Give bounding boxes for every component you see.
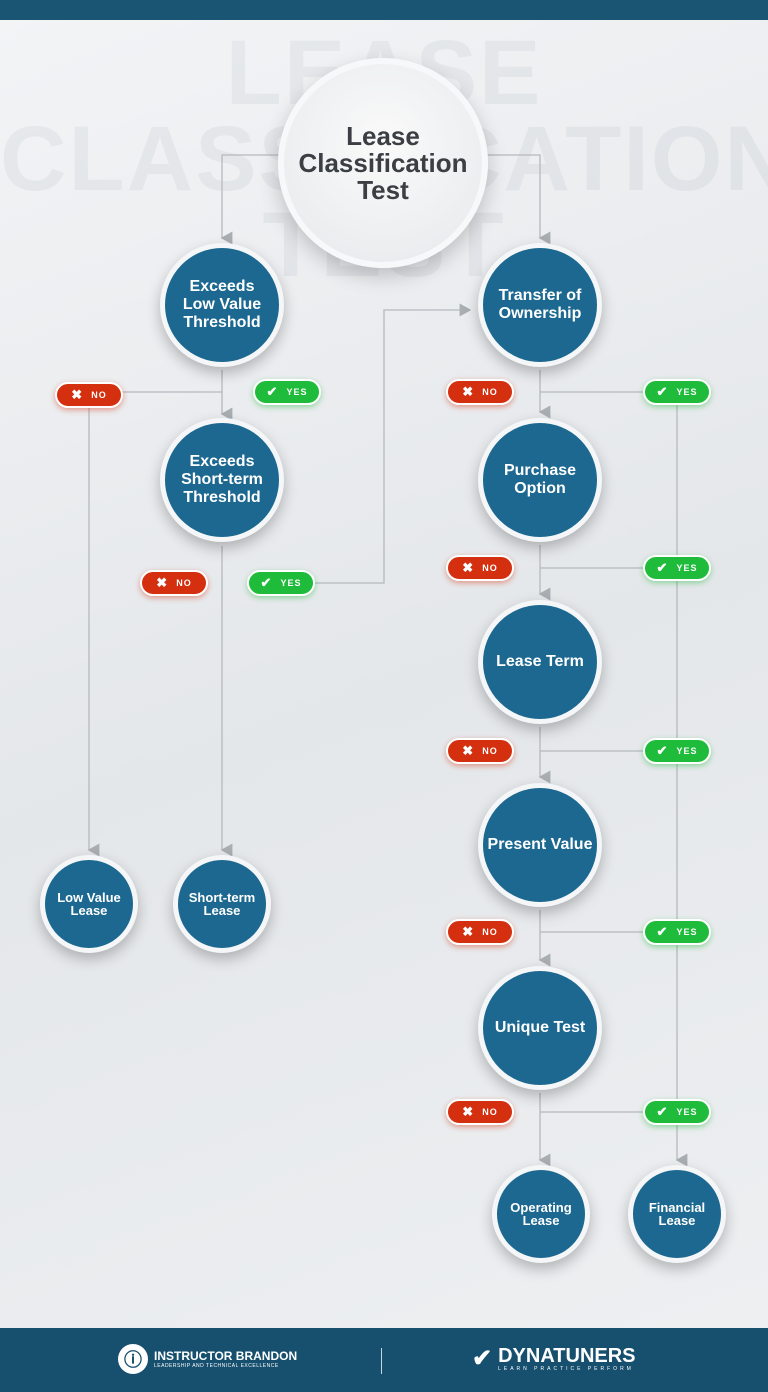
brand2-tagline: LEARN PRACTICE PERFORM xyxy=(498,1366,634,1372)
badge-label: YES xyxy=(676,1107,698,1117)
brand2-name: DYNATUNERS xyxy=(498,1345,636,1367)
check-icon: ✔ xyxy=(656,384,669,399)
x-icon: ✖ xyxy=(71,387,84,402)
brand1-tagline: LEADERSHIP AND TECHNICAL EXCELLENCE xyxy=(154,1363,279,1369)
check-icon: ✔ xyxy=(266,384,279,399)
divider xyxy=(381,1348,382,1374)
node-purchase-option: Purchase Option xyxy=(478,418,602,542)
yes-badge: ✔ YES xyxy=(643,738,711,764)
node-low-value-lease: Low Value Lease xyxy=(40,855,138,953)
footer: ⓘ INSTRUCTOR BRANDON LEADERSHIP AND TECH… xyxy=(0,1328,768,1392)
node-exceeds-low-value: Exceeds Low Value Threshold xyxy=(160,243,284,367)
badge-label: YES xyxy=(676,563,698,573)
no-badge: ✖ NO xyxy=(140,570,208,596)
check-icon: ✔ xyxy=(656,743,669,758)
brand1-name: INSTRUCTOR BRANDON xyxy=(154,1349,298,1363)
check-icon: ✔ xyxy=(656,924,669,939)
node-operating-lease: Operating Lease xyxy=(492,1165,590,1263)
yes-badge: ✔ YES xyxy=(253,379,321,405)
no-badge: ✖ NO xyxy=(446,738,514,764)
node-transfer-of-ownership: Transfer of Ownership xyxy=(478,243,602,367)
node-lease-term: Lease Term xyxy=(478,600,602,724)
badge-label: NO xyxy=(482,927,498,937)
node-short-term-lease: Short-term Lease xyxy=(173,855,271,953)
check-icon: ✔ xyxy=(260,575,273,590)
badge-label: NO xyxy=(91,390,107,400)
x-icon: ✖ xyxy=(462,560,475,575)
badge-label: YES xyxy=(676,927,698,937)
node-financial-lease: Financial Lease xyxy=(628,1165,726,1263)
dynatuners-logo: ✔ DYNATUNERS LEARN PRACTICE PERFORM xyxy=(472,1346,636,1372)
badge-label: NO xyxy=(482,1107,498,1117)
check-icon: ✔ xyxy=(656,560,669,575)
x-icon: ✖ xyxy=(462,743,475,758)
badge-label: NO xyxy=(176,578,192,588)
top-bar xyxy=(0,0,768,20)
instructor-brandon-logo: ⓘ INSTRUCTOR BRANDON LEADERSHIP AND TECH… xyxy=(118,1344,297,1374)
no-badge: ✖ NO xyxy=(446,919,514,945)
x-icon: ✖ xyxy=(462,924,475,939)
yes-badge: ✔ YES xyxy=(643,379,711,405)
badge-label: NO xyxy=(482,746,498,756)
x-icon: ✖ xyxy=(462,1104,475,1119)
yes-badge: ✔ YES xyxy=(643,919,711,945)
title-circle: Lease Classification Test xyxy=(278,58,488,268)
yes-badge: ✔ YES xyxy=(643,1099,711,1125)
yes-badge: ✔ YES xyxy=(643,555,711,581)
badge-label: NO xyxy=(482,387,498,397)
check-icon: ✔ xyxy=(656,1104,669,1119)
badge-label: YES xyxy=(280,578,302,588)
brand-icon: ⓘ xyxy=(118,1344,148,1374)
node-present-value: Present Value xyxy=(478,783,602,907)
node-exceeds-short-term: Exceeds Short-term Threshold xyxy=(160,418,284,542)
badge-label: NO xyxy=(482,563,498,573)
x-icon: ✖ xyxy=(156,575,169,590)
x-icon: ✖ xyxy=(462,384,475,399)
no-badge: ✖ NO xyxy=(446,555,514,581)
badge-label: YES xyxy=(676,387,698,397)
check-logo-icon: ✔ xyxy=(472,1345,493,1372)
no-badge: ✖ NO xyxy=(446,1099,514,1125)
no-badge: ✖ NO xyxy=(446,379,514,405)
no-badge: ✖ NO xyxy=(55,382,123,408)
badge-label: YES xyxy=(676,746,698,756)
node-unique-test: Unique Test xyxy=(478,966,602,1090)
badge-label: YES xyxy=(286,387,308,397)
yes-badge: ✔ YES xyxy=(247,570,315,596)
